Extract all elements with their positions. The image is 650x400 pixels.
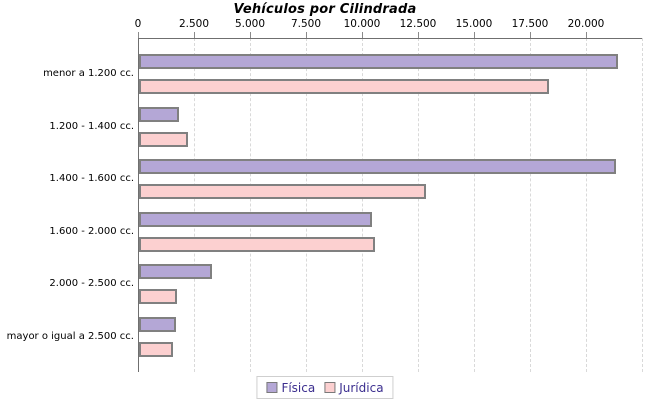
bar-fisica bbox=[139, 317, 176, 332]
bar-juridica bbox=[139, 236, 376, 252]
gridline bbox=[474, 38, 475, 372]
gridline bbox=[530, 38, 531, 372]
x-axis-tick-label: 17.500 bbox=[511, 18, 549, 30]
category-label: mayor o igual a 2.500 cc. bbox=[6, 331, 134, 342]
x-axis-tick bbox=[362, 32, 363, 38]
x-axis-tick-label: 2.500 bbox=[178, 18, 210, 30]
x-axis-tick-label: 5.000 bbox=[234, 18, 266, 30]
x-axis-tick bbox=[586, 32, 587, 38]
x-axis-tick-label: 0 bbox=[134, 18, 142, 30]
gridline bbox=[250, 38, 251, 372]
bar-juridica bbox=[139, 184, 426, 200]
x-axis-tick-label: 10.000 bbox=[343, 18, 381, 30]
legend-label-fisica: Física bbox=[281, 380, 316, 395]
bar-juridica bbox=[139, 342, 173, 357]
bar-juridica bbox=[139, 79, 549, 94]
gridline bbox=[418, 38, 419, 372]
x-axis-tick bbox=[138, 32, 139, 38]
bar-fisica bbox=[139, 54, 619, 69]
bar-fisica bbox=[139, 106, 180, 122]
gridline bbox=[642, 38, 643, 372]
bar-fisica bbox=[139, 264, 212, 280]
legend-label-juridica: Jurídica bbox=[339, 380, 384, 395]
gridline bbox=[306, 38, 307, 372]
gridline bbox=[586, 38, 587, 372]
x-axis-tick bbox=[530, 32, 531, 38]
x-axis-tick-label: 7.500 bbox=[290, 18, 322, 30]
category-label: menor a 1.200 cc. bbox=[43, 68, 134, 79]
x-axis-tick-label: 12.500 bbox=[399, 18, 437, 30]
gridline bbox=[194, 38, 195, 372]
chart-title: Vehículos por Cilindrada bbox=[233, 2, 417, 17]
legend-item-juridica: Jurídica bbox=[324, 380, 384, 395]
x-axis-tick bbox=[194, 32, 195, 38]
gridline bbox=[362, 38, 363, 372]
bar-fisica bbox=[139, 159, 617, 175]
category-label: 1.600 - 2.000 cc. bbox=[49, 225, 134, 237]
legend-item-fisica: Física bbox=[266, 381, 315, 395]
x-axis-tick bbox=[250, 32, 251, 38]
legend-swatch-fisica bbox=[266, 382, 278, 393]
bar-fisica bbox=[139, 211, 372, 227]
x-axis-tick bbox=[418, 32, 419, 38]
legend-swatch-juridica bbox=[324, 382, 336, 393]
bar-juridica bbox=[139, 131, 189, 147]
x-axis-tick-label: 20.000 bbox=[567, 18, 605, 30]
category-label: 2.000 - 2.500 cc. bbox=[49, 278, 134, 290]
x-axis-line bbox=[138, 38, 642, 39]
x-axis-tick bbox=[474, 32, 475, 38]
category-label: 1.400 - 1.600 cc. bbox=[49, 173, 134, 185]
y-axis-line bbox=[138, 38, 139, 372]
bar-juridica bbox=[139, 289, 178, 305]
x-axis-tick-label: 15.000 bbox=[455, 18, 493, 30]
category-label: 1.200 - 1.400 cc. bbox=[49, 120, 134, 132]
x-axis-tick bbox=[306, 32, 307, 38]
legend: Física Jurídica bbox=[256, 376, 394, 399]
